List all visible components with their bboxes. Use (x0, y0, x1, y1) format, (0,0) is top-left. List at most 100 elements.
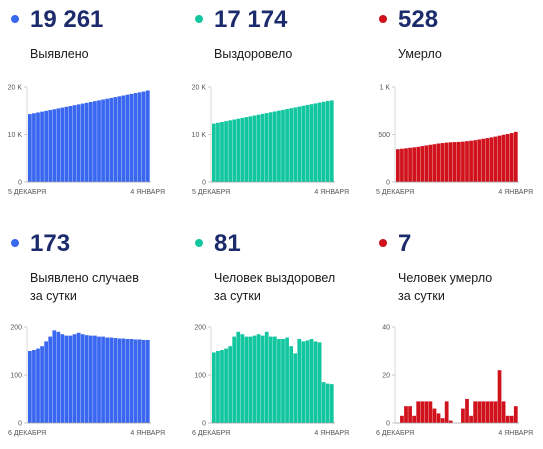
bar (145, 90, 150, 182)
bar (40, 346, 44, 423)
y-tick-label: 100 (10, 373, 22, 380)
bar (289, 108, 294, 182)
bar (493, 136, 498, 182)
bar (452, 142, 457, 182)
bar (412, 415, 417, 423)
x-start-label: 5 ДЕКАБРЯ (376, 189, 414, 196)
bar (489, 137, 494, 182)
bar (428, 401, 433, 423)
stat-label-line: за сутки (214, 289, 261, 303)
stat-label-line: Умерло (398, 47, 442, 61)
y-tick-label: 10 K (8, 132, 23, 139)
bar (489, 401, 494, 423)
bar (461, 408, 465, 423)
bar (121, 95, 126, 182)
bar (212, 352, 216, 423)
y-tick-label: 500 (378, 132, 390, 139)
x-end-label: 4 ЯНВАРЯ (314, 430, 349, 437)
stat-label-line: за сутки (30, 289, 77, 303)
bar (432, 408, 437, 423)
bar (440, 418, 445, 423)
bar (264, 331, 269, 423)
bar (309, 104, 314, 182)
bar (113, 338, 118, 423)
bar-chart: 0 100 200 6 ДЕКАБРЯ 4 ЯНВАРЯ (8, 325, 165, 438)
bar (76, 332, 81, 423)
bar (317, 102, 322, 182)
bar (313, 341, 318, 423)
bar (84, 102, 89, 182)
bar (444, 401, 449, 423)
bar (273, 111, 277, 182)
bar (125, 339, 130, 423)
bar (436, 413, 441, 423)
bar (297, 106, 302, 182)
bar (109, 97, 114, 182)
bar (293, 107, 298, 182)
stat-value: 81 (214, 230, 241, 257)
bar (325, 100, 330, 182)
bar (244, 336, 249, 423)
bar (89, 335, 93, 423)
bar (228, 346, 233, 423)
bar (60, 107, 65, 182)
bar (301, 105, 306, 182)
bar-chart: 0 100 200 6 ДЕКАБРЯ 4 ЯНВАРЯ (192, 325, 349, 438)
bar (97, 100, 101, 182)
bar (440, 143, 445, 182)
stat-value: 528 (398, 6, 439, 33)
bar (113, 97, 118, 182)
bar (80, 334, 85, 423)
bar (228, 120, 233, 182)
bar (513, 406, 518, 423)
bar (325, 383, 330, 423)
x-start-label: 6 ДЕКАБРЯ (8, 430, 46, 437)
y-tick-label: 0 (386, 421, 390, 428)
bar (432, 144, 437, 182)
bar (268, 112, 273, 182)
stat-label-line: Человек умерло (398, 271, 493, 285)
legend-dot-icon (379, 239, 387, 247)
bar (465, 141, 469, 182)
stat-label: Выявлено (30, 45, 89, 63)
bar (305, 340, 310, 423)
y-tick-label: 20 K (192, 85, 207, 92)
bar (236, 331, 241, 423)
bar (60, 334, 65, 423)
bar (72, 334, 77, 423)
bar (240, 334, 245, 423)
bar (329, 100, 334, 182)
y-tick-label: 20 (382, 373, 390, 380)
legend-dot-icon (11, 15, 19, 23)
bar (297, 339, 302, 423)
bar (220, 121, 224, 182)
x-start-label: 6 ДЕКАБРЯ (192, 430, 230, 437)
bar (232, 119, 237, 182)
y-tick-label: 0 (202, 421, 206, 428)
bar (309, 339, 314, 423)
bar (216, 351, 220, 423)
bar (40, 111, 44, 182)
bar (141, 91, 146, 182)
bar (76, 104, 81, 182)
bar (412, 147, 417, 182)
y-tick-label: 1 K (379, 85, 390, 92)
bar-chart: 0 10 K 20 K 5 ДЕКАБРЯ 4 ЯНВАРЯ (192, 85, 349, 197)
stat-panel: 528 Умерло 0 500 1 K 5 ДЕКАБРЯ 4 ЯНВАРЯ (368, 0, 543, 224)
bar (260, 113, 265, 182)
y-tick-label: 200 (194, 325, 206, 332)
y-tick-label: 40 (382, 325, 390, 332)
bar (509, 415, 514, 423)
bar (232, 336, 237, 423)
bar (473, 140, 478, 182)
bar (501, 134, 506, 182)
y-tick-label: 0 (202, 180, 206, 187)
bar (493, 401, 498, 423)
legend-dot-icon (11, 239, 19, 247)
bar (129, 339, 134, 423)
bar (285, 109, 289, 182)
bar (281, 339, 285, 423)
bar (317, 342, 322, 423)
bar (501, 401, 506, 423)
bar (469, 140, 473, 182)
